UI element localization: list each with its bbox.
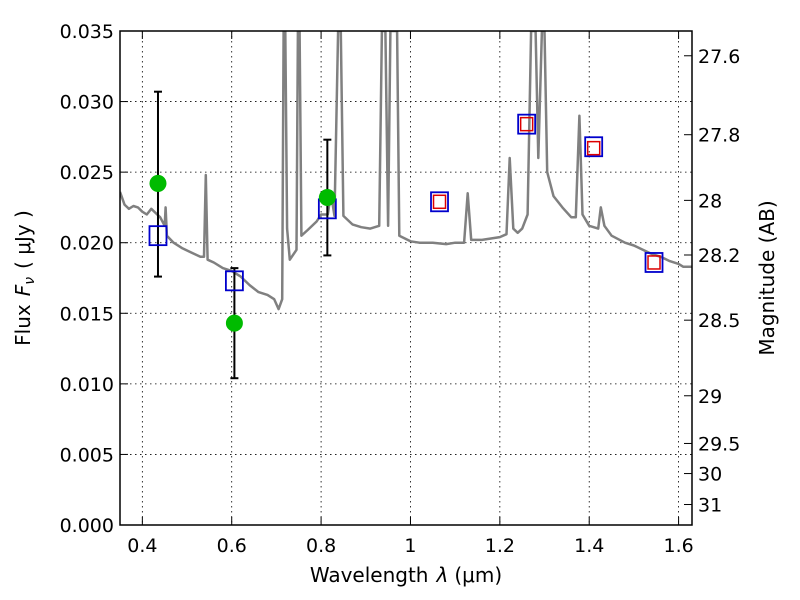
red-square-marker bbox=[432, 194, 447, 210]
mag-tick-label: 28.5 bbox=[698, 310, 740, 332]
red-square-marker bbox=[647, 255, 661, 270]
x-axis-title: Wavelength λ (μm) bbox=[310, 563, 502, 587]
spectrum-layer bbox=[120, 31, 692, 311]
right-axis-title: Magnitude (AB) bbox=[755, 200, 779, 355]
x-tick-label: 0.8 bbox=[306, 535, 336, 557]
spectrum-line bbox=[120, 31, 692, 311]
mag-tick-label: 28.2 bbox=[698, 245, 740, 267]
errorbar-layer bbox=[153, 90, 332, 380]
y-tick-label: 0.015 bbox=[60, 303, 114, 325]
observed-point bbox=[149, 174, 167, 192]
x-tick-label: 0.4 bbox=[127, 535, 157, 557]
blue-square-marker bbox=[584, 136, 604, 158]
y-tick-label: 0.020 bbox=[60, 233, 114, 255]
y-tick-label: 0.025 bbox=[60, 162, 114, 184]
y-axis-title: FluxFν( μJy ) bbox=[11, 210, 38, 346]
blue-square-marker bbox=[517, 113, 537, 135]
x-tick-label: 1.4 bbox=[574, 535, 604, 557]
mag-tick-label: 27.8 bbox=[698, 125, 740, 147]
grid-layer bbox=[120, 31, 692, 525]
mag-tick-label: 30 bbox=[698, 464, 722, 486]
tick-layer: 0.4 0.6 0.8 1 1.2 1.4 1.6 0.000 0.005 0.010 0.015 0… bbox=[60, 21, 741, 557]
plot-frame bbox=[119, 30, 693, 526]
blue-square-marker bbox=[224, 270, 244, 292]
mag-tick-label: 29.5 bbox=[698, 433, 740, 455]
marker-layer bbox=[148, 113, 664, 332]
blue-square-marker bbox=[430, 191, 449, 213]
x-tick-label: 0.6 bbox=[217, 535, 247, 557]
y-tick-label: 0.010 bbox=[60, 374, 114, 396]
mag-tick-label: 29 bbox=[698, 386, 722, 408]
blue-square-marker bbox=[148, 225, 168, 247]
x-tick-label: 1.6 bbox=[663, 535, 693, 557]
blue-square-marker bbox=[644, 252, 664, 273]
mag-tick-label: 28 bbox=[698, 190, 722, 212]
mag-tick-label: 27.6 bbox=[698, 46, 740, 68]
y-tick-label: 0.035 bbox=[60, 21, 114, 43]
mag-tick-label: 31 bbox=[698, 495, 722, 517]
y-tick-label: 0.000 bbox=[60, 515, 114, 537]
y-tick-label: 0.030 bbox=[60, 92, 114, 114]
y-tick-label: 0.005 bbox=[60, 444, 114, 466]
x-tick-label: 1.2 bbox=[485, 535, 515, 557]
observed-point bbox=[225, 314, 243, 332]
x-tick-label: 1 bbox=[404, 535, 416, 557]
observed-point bbox=[318, 189, 336, 207]
red-square-marker bbox=[519, 116, 534, 132]
red-square-marker bbox=[586, 140, 601, 156]
